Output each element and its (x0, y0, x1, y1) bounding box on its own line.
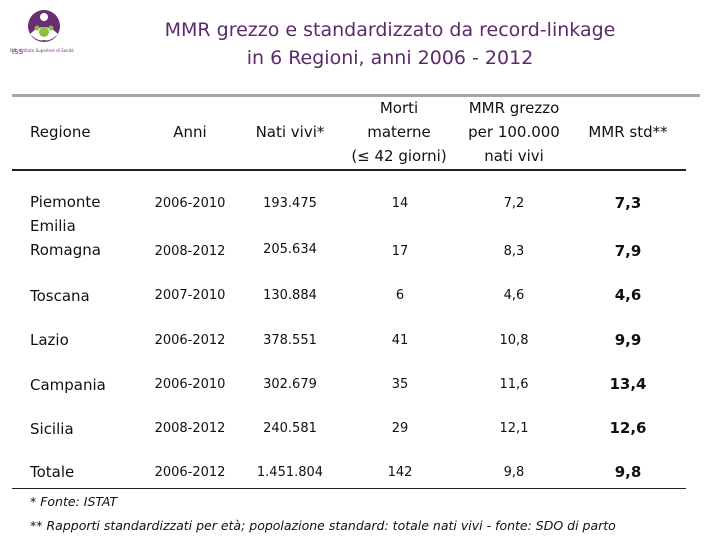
header-divider (12, 169, 686, 171)
table-cell-anni: 2006-2012 (154, 333, 226, 348)
table-cell-morti: 6 (395, 288, 405, 303)
logo-caption: ISS - Istituto Superiore di Sanità (10, 48, 74, 53)
header-morti-materne: Morti materne (≤ 42 giorni) (351, 99, 447, 165)
table-row-region: Campania (30, 376, 106, 394)
table-cell-nati: 193.475 (263, 196, 317, 211)
table-row-region: Emilia Romagna (30, 217, 101, 259)
header-mmr-std: MMR std** (588, 123, 668, 141)
table-cell-anni: 2006-2010 (154, 196, 226, 211)
table-cell-morti: 142 (387, 465, 413, 480)
table-cell-morti: 29 (391, 421, 409, 436)
table-cell-grezzo: 12,1 (499, 421, 529, 436)
table-cell-nati: 130.884 (263, 288, 317, 303)
table-cell-morti: 35 (391, 377, 409, 392)
table-row-region: Toscana (30, 287, 90, 305)
table-cell-anni: 2008-2012 (154, 244, 226, 259)
header-nati-vivi: Nati vivi* (255, 123, 325, 141)
top-divider (12, 94, 700, 97)
table-cell-grezzo: 11,6 (499, 377, 529, 392)
title-line-1: MMR grezzo e standardizzato da record-li… (164, 19, 616, 41)
header-regione: Regione (30, 123, 91, 141)
table-cell-nati: 1.451.804 (256, 465, 324, 480)
footnote-standardizzati: ** Rapporti standardizzati per età; popo… (30, 518, 616, 533)
table-cell-anni: 2006-2010 (154, 377, 226, 392)
table-row-total: Totale (30, 463, 75, 481)
table-cell-std: 9,8 (614, 463, 642, 481)
table-cell-std: 4,6 (614, 286, 642, 304)
bottom-divider (12, 488, 686, 489)
table-cell-grezzo: 9,8 (503, 465, 525, 480)
header-mmr-grezzo: MMR grezzo per 100.000 nati vivi (468, 99, 560, 165)
table-cell-morti: 41 (391, 333, 409, 348)
table-cell-grezzo: 10,8 (499, 333, 529, 348)
table-cell-grezzo: 4,6 (503, 288, 525, 303)
table-cell-nati: 378.551 (263, 333, 317, 348)
table-cell-std: 7,3 (614, 194, 642, 212)
table-cell-std: 9,9 (614, 331, 642, 349)
table-cell-morti: 14 (391, 196, 409, 211)
header-anni: Anni (173, 123, 207, 141)
table-cell-nati: 302.679 (263, 377, 317, 392)
table-cell-std: 13,4 (609, 375, 647, 393)
table-cell-std: 12,6 (609, 419, 647, 437)
table-cell-anni: 2007-2010 (154, 288, 226, 303)
table-cell-grezzo: 8,3 (503, 244, 525, 259)
table-row-region: Piemonte (30, 193, 101, 211)
table-cell-std: 7,9 (614, 242, 642, 260)
iss-logo-icon: ISS (12, 10, 60, 56)
table-cell-nati: 205.634 (263, 242, 317, 257)
page-title: MMR grezzo e standardizzato da record-li… (90, 16, 690, 72)
table-row-region: Sicilia (30, 420, 74, 438)
table-cell-anni: 2008-2012 (154, 421, 226, 436)
table-row-region: Lazio (30, 331, 69, 349)
footnote-fonte: * Fonte: ISTAT (30, 494, 118, 509)
table-cell-nati: 240.581 (263, 421, 317, 436)
title-line-2: in 6 Regioni, anni 2006 - 2012 (246, 47, 534, 69)
table-cell-morti: 17 (391, 244, 409, 259)
svg-text:ISS: ISS (12, 48, 24, 56)
table-cell-anni: 2006-2012 (154, 465, 226, 480)
table-cell-grezzo: 7,2 (503, 196, 525, 211)
